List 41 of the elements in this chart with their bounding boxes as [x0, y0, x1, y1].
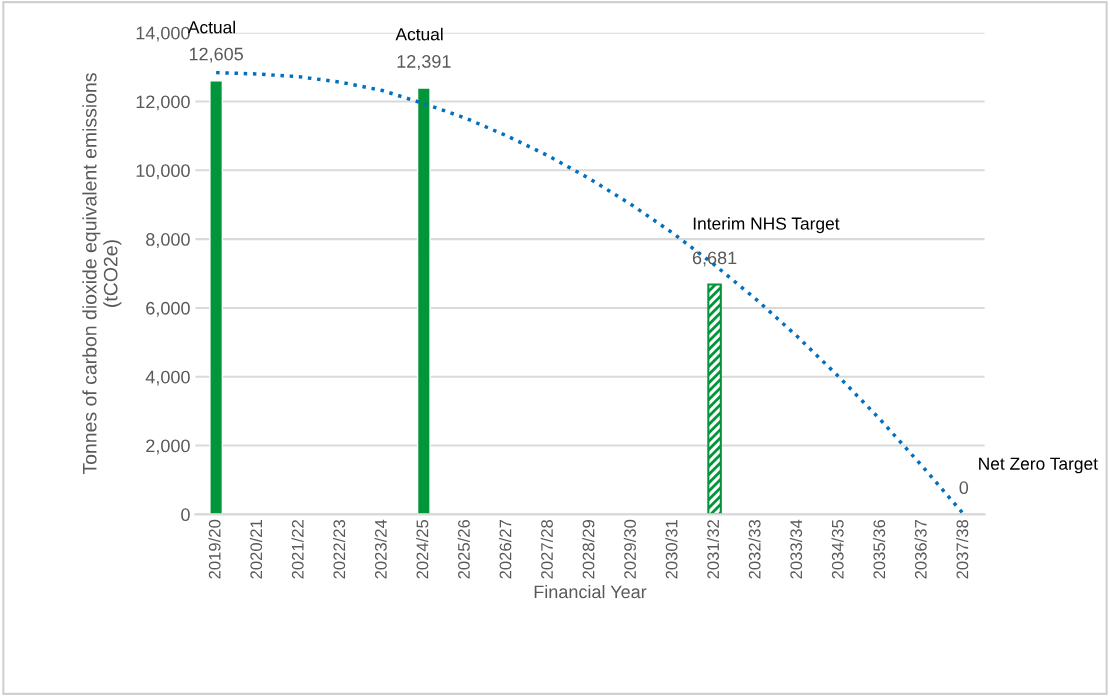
x-tick-label: 2032/33	[748, 519, 761, 579]
annotation: Interim NHS Target	[693, 216, 840, 234]
y-tick-label: 10,000	[136, 164, 190, 180]
annotation: Net Zero Target	[979, 457, 1098, 474]
x-tick-label: 2036/37	[914, 520, 927, 579]
y-tick-label: 4,000	[145, 370, 190, 386]
x-tick-label: 2019/20	[208, 519, 221, 579]
x-tick-label: 2037/38	[956, 519, 969, 579]
x-tick-label: 2027/28	[540, 519, 553, 579]
x-axis-title: Financial Year	[534, 585, 647, 599]
x-tick-label: 2029/30	[623, 519, 636, 579]
bar	[707, 283, 722, 515]
y-tick-label: 2,000	[146, 439, 190, 455]
x-tick-label: 2028/29	[582, 519, 595, 579]
y-tick-label: 12,000	[136, 95, 190, 111]
x-tick-label: 2033/34	[789, 519, 803, 579]
data-label: 12,391	[397, 55, 451, 70]
x-tick-label: 2022/23	[332, 519, 346, 579]
bar	[209, 80, 224, 515]
bar	[416, 87, 431, 515]
y-tick-label: 6,000	[146, 301, 190, 317]
x-tick-label: 2020/21	[249, 520, 263, 579]
data-label: 12,605	[189, 47, 243, 63]
x-tick-label: 2030/31	[665, 520, 678, 579]
x-tick-label: 2023/24	[374, 519, 387, 579]
x-tick-label: 2034/35	[831, 519, 844, 579]
annotation: Actual	[187, 20, 235, 34]
x-tick-label: 2026/27	[499, 520, 512, 579]
data-label: 6,681	[692, 251, 737, 267]
x-tick-label: 2024/25	[416, 519, 429, 579]
x-tick-label: 2031/32	[706, 520, 720, 579]
line-series	[214, 70, 966, 515]
x-tick-label: 2021/22	[291, 520, 304, 579]
annotation: Actual	[395, 27, 443, 41]
y-axis-title: Tonnes of carbon dioxide equivalent emissions (tCO2e)	[82, 73, 122, 475]
data-label: 0	[959, 481, 969, 495]
x-tick-label: 2025/26	[457, 519, 470, 579]
y-tick-label: 8,000	[146, 233, 190, 248]
y-tick-label: 14,000	[136, 26, 190, 42]
y-tick-label: 0	[181, 508, 190, 522]
x-tick-label: 2035/36	[872, 519, 886, 579]
